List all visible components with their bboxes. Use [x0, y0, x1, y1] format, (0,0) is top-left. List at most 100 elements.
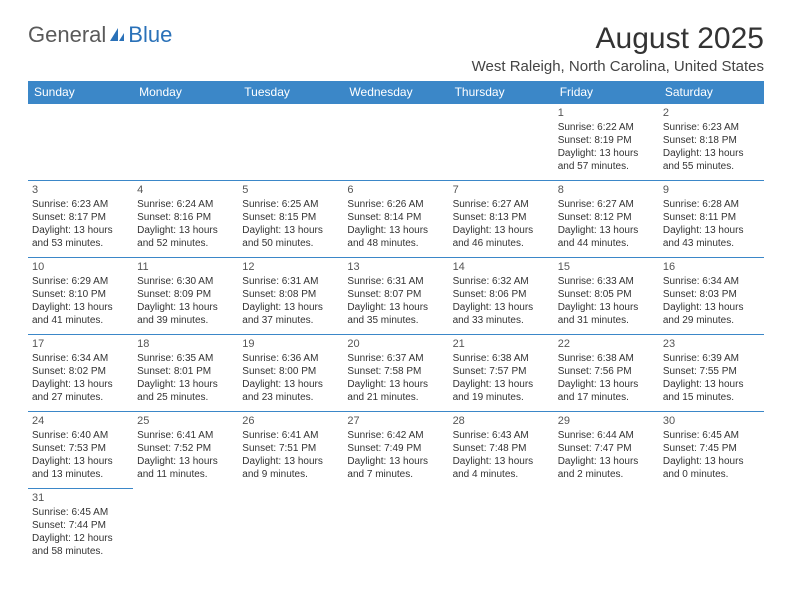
- calendar-day: 23Sunrise: 6:39 AMSunset: 7:55 PMDayligh…: [659, 335, 764, 412]
- sunrise-text: Sunrise: 6:22 AM: [558, 121, 655, 134]
- sunrise-text: Sunrise: 6:27 AM: [453, 198, 550, 211]
- daylight-text: Daylight: 13 hours and 23 minutes.: [242, 378, 339, 404]
- sunrise-text: Sunrise: 6:38 AM: [558, 352, 655, 365]
- sunset-text: Sunset: 7:47 PM: [558, 442, 655, 455]
- sunrise-text: Sunrise: 6:23 AM: [663, 121, 760, 134]
- daylight-text: Daylight: 13 hours and 53 minutes.: [32, 224, 129, 250]
- sunset-text: Sunset: 8:02 PM: [32, 365, 129, 378]
- sunset-text: Sunset: 8:17 PM: [32, 211, 129, 224]
- day-number: 25: [137, 414, 234, 428]
- sunrise-text: Sunrise: 6:34 AM: [32, 352, 129, 365]
- daylight-text: Daylight: 13 hours and 39 minutes.: [137, 301, 234, 327]
- day-number: 2: [663, 106, 760, 120]
- sunrise-text: Sunrise: 6:44 AM: [558, 429, 655, 442]
- calendar-day: 19Sunrise: 6:36 AMSunset: 8:00 PMDayligh…: [238, 335, 343, 412]
- calendar-empty: [133, 489, 238, 566]
- page-subtitle: West Raleigh, North Carolina, United Sta…: [472, 58, 764, 75]
- daylight-text: Daylight: 13 hours and 11 minutes.: [137, 455, 234, 481]
- daylight-text: Daylight: 13 hours and 15 minutes.: [663, 378, 760, 404]
- daylight-text: Daylight: 13 hours and 19 minutes.: [453, 378, 550, 404]
- day-number: 28: [453, 414, 550, 428]
- calendar-day: 10Sunrise: 6:29 AMSunset: 8:10 PMDayligh…: [28, 258, 133, 335]
- calendar-week: 24Sunrise: 6:40 AMSunset: 7:53 PMDayligh…: [28, 412, 764, 489]
- day-number: 14: [453, 260, 550, 274]
- calendar-day: 22Sunrise: 6:38 AMSunset: 7:56 PMDayligh…: [554, 335, 659, 412]
- sunrise-text: Sunrise: 6:36 AM: [242, 352, 339, 365]
- calendar-week: 31Sunrise: 6:45 AMSunset: 7:44 PMDayligh…: [28, 489, 764, 566]
- calendar-empty: [133, 104, 238, 181]
- daylight-text: Daylight: 13 hours and 17 minutes.: [558, 378, 655, 404]
- calendar-header-row: SundayMondayTuesdayWednesdayThursdayFrid…: [28, 81, 764, 104]
- sunset-text: Sunset: 8:05 PM: [558, 288, 655, 301]
- day-number: 31: [32, 491, 129, 505]
- sunrise-text: Sunrise: 6:25 AM: [242, 198, 339, 211]
- day-header: Sunday: [28, 81, 133, 104]
- sunset-text: Sunset: 7:52 PM: [137, 442, 234, 455]
- calendar-empty: [238, 489, 343, 566]
- calendar-day: 4Sunrise: 6:24 AMSunset: 8:16 PMDaylight…: [133, 181, 238, 258]
- day-number: 18: [137, 337, 234, 351]
- daylight-text: Daylight: 13 hours and 29 minutes.: [663, 301, 760, 327]
- sunset-text: Sunset: 7:58 PM: [347, 365, 444, 378]
- daylight-text: Daylight: 13 hours and 48 minutes.: [347, 224, 444, 250]
- sunset-text: Sunset: 7:44 PM: [32, 519, 129, 532]
- calendar-day: 15Sunrise: 6:33 AMSunset: 8:05 PMDayligh…: [554, 258, 659, 335]
- calendar-day: 27Sunrise: 6:42 AMSunset: 7:49 PMDayligh…: [343, 412, 448, 489]
- daylight-text: Daylight: 13 hours and 41 minutes.: [32, 301, 129, 327]
- daylight-text: Daylight: 13 hours and 7 minutes.: [347, 455, 444, 481]
- daylight-text: Daylight: 13 hours and 4 minutes.: [453, 455, 550, 481]
- calendar-day: 14Sunrise: 6:32 AMSunset: 8:06 PMDayligh…: [449, 258, 554, 335]
- calendar-day: 21Sunrise: 6:38 AMSunset: 7:57 PMDayligh…: [449, 335, 554, 412]
- sunrise-text: Sunrise: 6:41 AM: [242, 429, 339, 442]
- calendar-week: 3Sunrise: 6:23 AMSunset: 8:17 PMDaylight…: [28, 181, 764, 258]
- daylight-text: Daylight: 13 hours and 43 minutes.: [663, 224, 760, 250]
- daylight-text: Daylight: 13 hours and 44 minutes.: [558, 224, 655, 250]
- day-number: 24: [32, 414, 129, 428]
- sunset-text: Sunset: 8:15 PM: [242, 211, 339, 224]
- day-number: 8: [558, 183, 655, 197]
- sunset-text: Sunset: 8:18 PM: [663, 134, 760, 147]
- calendar-body: 1Sunrise: 6:22 AMSunset: 8:19 PMDaylight…: [28, 104, 764, 566]
- sunset-text: Sunset: 8:16 PM: [137, 211, 234, 224]
- daylight-text: Daylight: 13 hours and 50 minutes.: [242, 224, 339, 250]
- sunset-text: Sunset: 7:51 PM: [242, 442, 339, 455]
- title-block: August 2025 West Raleigh, North Carolina…: [472, 22, 764, 75]
- calendar-week: 1Sunrise: 6:22 AMSunset: 8:19 PMDaylight…: [28, 104, 764, 181]
- day-number: 15: [558, 260, 655, 274]
- sunset-text: Sunset: 7:49 PM: [347, 442, 444, 455]
- calendar-day: 31Sunrise: 6:45 AMSunset: 7:44 PMDayligh…: [28, 489, 133, 566]
- daylight-text: Daylight: 13 hours and 33 minutes.: [453, 301, 550, 327]
- calendar-day: 25Sunrise: 6:41 AMSunset: 7:52 PMDayligh…: [133, 412, 238, 489]
- day-number: 27: [347, 414, 444, 428]
- day-number: 30: [663, 414, 760, 428]
- daylight-text: Daylight: 13 hours and 27 minutes.: [32, 378, 129, 404]
- sunset-text: Sunset: 7:55 PM: [663, 365, 760, 378]
- sunset-text: Sunset: 8:11 PM: [663, 211, 760, 224]
- sunset-text: Sunset: 8:19 PM: [558, 134, 655, 147]
- day-number: 3: [32, 183, 129, 197]
- daylight-text: Daylight: 13 hours and 9 minutes.: [242, 455, 339, 481]
- day-number: 26: [242, 414, 339, 428]
- calendar-day: 16Sunrise: 6:34 AMSunset: 8:03 PMDayligh…: [659, 258, 764, 335]
- day-header: Friday: [554, 81, 659, 104]
- calendar-day: 2Sunrise: 6:23 AMSunset: 8:18 PMDaylight…: [659, 104, 764, 181]
- sunset-text: Sunset: 8:10 PM: [32, 288, 129, 301]
- day-number: 7: [453, 183, 550, 197]
- daylight-text: Daylight: 13 hours and 37 minutes.: [242, 301, 339, 327]
- sunset-text: Sunset: 8:00 PM: [242, 365, 339, 378]
- sunset-text: Sunset: 7:48 PM: [453, 442, 550, 455]
- sunrise-text: Sunrise: 6:26 AM: [347, 198, 444, 211]
- day-number: 11: [137, 260, 234, 274]
- calendar-day: 17Sunrise: 6:34 AMSunset: 8:02 PMDayligh…: [28, 335, 133, 412]
- calendar-day: 18Sunrise: 6:35 AMSunset: 8:01 PMDayligh…: [133, 335, 238, 412]
- daylight-text: Daylight: 13 hours and 0 minutes.: [663, 455, 760, 481]
- sunrise-text: Sunrise: 6:30 AM: [137, 275, 234, 288]
- day-header: Wednesday: [343, 81, 448, 104]
- calendar-empty: [238, 104, 343, 181]
- calendar-day: 1Sunrise: 6:22 AMSunset: 8:19 PMDaylight…: [554, 104, 659, 181]
- sunrise-text: Sunrise: 6:37 AM: [347, 352, 444, 365]
- day-number: 17: [32, 337, 129, 351]
- sunrise-text: Sunrise: 6:42 AM: [347, 429, 444, 442]
- sunrise-text: Sunrise: 6:24 AM: [137, 198, 234, 211]
- day-number: 23: [663, 337, 760, 351]
